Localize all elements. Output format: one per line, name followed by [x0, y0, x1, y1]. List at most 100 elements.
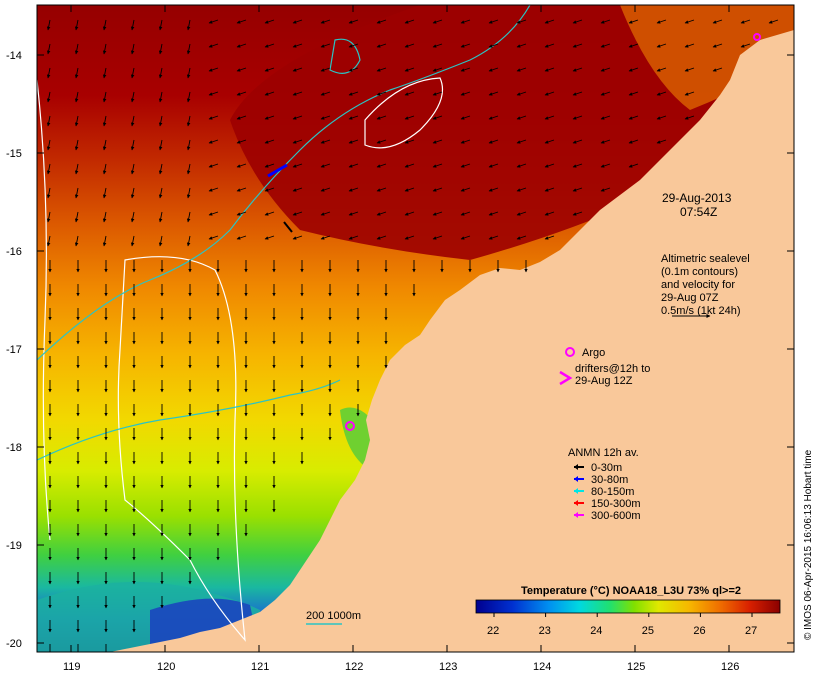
velocity-arrow	[320, 91, 331, 96]
velocity-arrow	[516, 43, 527, 48]
velocity-arrow	[74, 211, 79, 223]
lat-tick-label: -15	[6, 148, 22, 160]
velocity-arrow	[656, 67, 667, 72]
drifter-legend-line-2: 29-Aug 12Z	[575, 375, 633, 387]
velocity-arrow	[74, 91, 79, 103]
velocity-arrow	[600, 67, 611, 72]
anmn-legend-label: 80-150m	[591, 486, 634, 498]
velocity-arrow	[102, 211, 107, 223]
velocity-arrow	[46, 163, 51, 175]
colorbar-gradient	[475, 599, 781, 614]
colorbar-tick-label: 24	[590, 625, 602, 637]
anmn-legend-label: 300-600m	[591, 510, 641, 522]
velocity-arrow	[460, 187, 471, 192]
velocity-arrow	[158, 19, 163, 31]
bathymetry-contour-small	[329, 38, 361, 74]
velocity-arrow	[208, 139, 219, 144]
anmn-legend-arrowhead	[574, 512, 578, 518]
velocity-arrow	[656, 139, 667, 144]
velocity-arrow	[292, 139, 303, 144]
velocity-arrow	[158, 163, 163, 175]
velocity-arrow	[130, 91, 135, 103]
velocity-arrow	[102, 115, 107, 127]
velocity-arrow	[656, 91, 667, 96]
velocity-arrow	[102, 19, 107, 31]
velocity-arrow	[102, 43, 107, 55]
sealevel-contour-north	[364, 77, 444, 149]
velocity-arrow	[432, 91, 443, 96]
velocity-arrow	[320, 235, 331, 240]
velocity-arrow	[600, 139, 611, 144]
altimetry-line-1: Altimetric sealevel	[661, 253, 750, 265]
velocity-arrow	[158, 115, 163, 127]
velocity-arrow	[46, 91, 51, 103]
velocity-arrow	[320, 139, 331, 144]
velocity-arrow	[158, 187, 163, 199]
velocity-arrow	[208, 235, 219, 240]
velocity-arrow	[236, 91, 247, 96]
velocity-arrow	[432, 235, 443, 240]
anmn-legend-label: 150-300m	[591, 498, 641, 510]
velocity-arrow	[264, 19, 275, 24]
velocity-arrow	[46, 211, 51, 223]
velocity-arrow	[74, 235, 79, 247]
velocity-arrow	[544, 19, 555, 24]
velocity-arrow	[544, 187, 555, 192]
velocity-arrow	[186, 43, 191, 55]
velocity-arrow	[74, 115, 79, 127]
velocity-arrow	[488, 211, 499, 216]
velocity-arrow	[130, 211, 135, 223]
lon-tick-label: 122	[345, 661, 363, 673]
velocity-arrow	[264, 235, 275, 240]
velocity-arrow	[488, 187, 499, 192]
lon-tick-label: 126	[721, 661, 739, 673]
velocity-arrow	[516, 163, 527, 168]
velocity-arrow	[656, 115, 667, 120]
map-date: 29-Aug-2013	[662, 191, 732, 205]
velocity-arrow	[264, 187, 275, 192]
lon-tick-label: 125	[627, 661, 645, 673]
coastal-warm-band	[620, 5, 794, 110]
sealevel-contour-eddy	[117, 256, 246, 642]
velocity-arrow	[656, 19, 667, 24]
velocity-arrow	[628, 163, 639, 168]
colorbar-title: Temperature (°C) NOAA18_L3U 73% ql>=2	[521, 585, 741, 597]
velocity-arrow	[186, 91, 191, 103]
velocity-arrow	[208, 163, 219, 168]
velocity-arrow	[348, 67, 359, 72]
lon-tick-label: 120	[157, 661, 175, 673]
velocity-arrow	[404, 43, 415, 48]
velocity-arrow	[292, 187, 303, 192]
lat-tick-label: -19	[6, 540, 22, 552]
velocity-arrow	[292, 67, 303, 72]
velocity-arrow	[684, 91, 695, 96]
velocity-arrow	[684, 43, 695, 48]
velocity-arrow	[488, 67, 499, 72]
velocity-arrow	[460, 163, 471, 168]
velocity-arrow	[348, 43, 359, 48]
velocity-arrow	[572, 91, 583, 96]
velocity-arrow	[158, 139, 163, 151]
velocity-arrow	[572, 139, 583, 144]
velocity-arrow	[46, 67, 51, 79]
velocity-arrow	[600, 19, 611, 24]
velocity-arrow	[236, 43, 247, 48]
velocity-arrow	[320, 19, 331, 24]
velocity-arrow	[264, 91, 275, 96]
latitude-axis: -14 -15 -16 -17 -18 -19 -20	[6, 50, 794, 650]
velocity-arrow	[628, 67, 639, 72]
velocity-arrow	[186, 187, 191, 199]
velocity-arrow	[236, 115, 247, 120]
anmn-legend-arrowhead	[574, 476, 578, 482]
velocity-arrow	[516, 211, 527, 216]
velocity-arrow	[712, 67, 723, 72]
velocity-arrow	[186, 67, 191, 79]
velocity-arrow	[376, 163, 387, 168]
velocity-arrow	[460, 19, 471, 24]
velocity-arrow	[130, 43, 135, 55]
velocity-arrow	[208, 211, 219, 216]
velocity-arrow	[186, 139, 191, 151]
velocity-arrow	[404, 139, 415, 144]
velocity-arrow	[292, 43, 303, 48]
velocity-arrow	[236, 163, 247, 168]
